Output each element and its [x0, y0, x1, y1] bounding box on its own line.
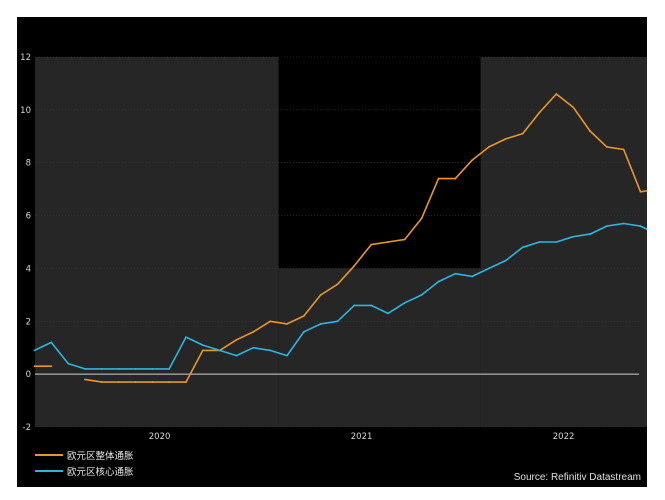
data-point [50, 341, 53, 344]
data-point [319, 293, 322, 296]
data-point [302, 315, 305, 317]
data-point [201, 349, 204, 352]
data-point [622, 222, 625, 225]
data-point [555, 241, 558, 243]
data-point [336, 320, 339, 323]
data-point [151, 381, 154, 383]
data-point [84, 367, 86, 370]
data-point [605, 145, 608, 148]
data-point [488, 267, 490, 270]
data-point [134, 381, 137, 383]
data-point [454, 272, 457, 275]
y-tick-label: 6 [26, 212, 31, 222]
y-tick-label: 12 [20, 53, 31, 63]
data-point [488, 145, 490, 148]
legend-item-headline: 欧元区整体通胀 [35, 447, 134, 463]
legend-swatch-headline [35, 454, 63, 456]
data-point [353, 264, 356, 267]
data-point [33, 349, 36, 352]
data-point [84, 378, 86, 381]
x-tick-label: 2020 [149, 432, 171, 442]
data-point [639, 190, 642, 193]
legend-label-headline: 欧元区整体通胀 [67, 451, 134, 462]
data-point [33, 365, 36, 368]
series-line-core [34, 222, 647, 370]
data-point [117, 367, 120, 370]
year-shade-2022 [480, 57, 647, 427]
data-point [572, 235, 575, 238]
data-point [538, 241, 541, 243]
chart-panel: -20246810122020202120222023 欧元区整体通胀 欧元区核… [17, 17, 647, 487]
y-tick-label: 2 [26, 317, 31, 327]
data-point [269, 320, 272, 323]
data-point [420, 217, 423, 220]
data-point [168, 381, 171, 383]
data-point [504, 138, 507, 140]
data-point [639, 225, 642, 228]
data-point [336, 283, 339, 286]
data-point [235, 354, 238, 357]
x-tick-label: 2022 [553, 432, 575, 442]
data-point [252, 330, 255, 333]
data-point [252, 346, 255, 349]
data-point [471, 159, 474, 161]
data-point [521, 246, 524, 249]
data-point [437, 177, 440, 180]
data-point [387, 241, 389, 243]
legend-label-core: 欧元区核心通胀 [67, 467, 134, 478]
data-point [403, 238, 406, 241]
y-tick-label: -2 [23, 423, 31, 433]
data-point [168, 367, 171, 370]
data-point [589, 233, 591, 235]
data-point [319, 323, 322, 325]
data-point [134, 367, 137, 370]
legend-item-core: 欧元区核心通胀 [35, 463, 134, 479]
data-point [605, 225, 608, 228]
data-point [185, 381, 187, 383]
data-point [437, 280, 440, 283]
data-point [454, 177, 457, 180]
data-point [218, 349, 221, 352]
source-note: Source: Refinitiv Datastream [513, 472, 641, 483]
data-point [286, 354, 288, 357]
data-point [117, 381, 120, 383]
x-tick-label: 2021 [351, 432, 373, 442]
data-point [471, 275, 474, 278]
data-point [353, 304, 356, 307]
data-point [589, 130, 591, 132]
y-tick-label: 4 [26, 264, 31, 274]
data-point [100, 381, 103, 383]
data-point [555, 93, 558, 95]
data-point [286, 323, 288, 325]
data-point [420, 293, 423, 296]
data-point [370, 243, 373, 246]
year-shade-2020 [35, 57, 279, 427]
data-point [370, 304, 373, 307]
year-shade-2021-lower [278, 268, 481, 427]
data-point [235, 338, 238, 341]
legend-swatch-core [35, 470, 63, 472]
data-point [572, 106, 575, 109]
data-point [387, 312, 389, 315]
y-tick-label: 10 [20, 106, 31, 116]
data-point [50, 365, 53, 368]
data-point [504, 259, 507, 262]
data-point [100, 367, 103, 370]
line-chart: -20246810122020202120222023 [20, 53, 647, 442]
data-point [622, 148, 625, 151]
data-point [521, 132, 524, 135]
data-point [538, 111, 541, 114]
data-point [269, 349, 272, 352]
legend: 欧元区整体通胀 欧元区核心通胀 [35, 447, 134, 479]
y-tick-label: 0 [26, 370, 31, 380]
data-point [185, 336, 187, 339]
data-point [403, 301, 406, 304]
data-point [201, 344, 204, 346]
y-tick-label: 8 [26, 159, 31, 169]
data-point [302, 330, 305, 333]
data-point [151, 367, 154, 370]
series-line-headline [34, 93, 647, 383]
data-point [67, 362, 70, 365]
